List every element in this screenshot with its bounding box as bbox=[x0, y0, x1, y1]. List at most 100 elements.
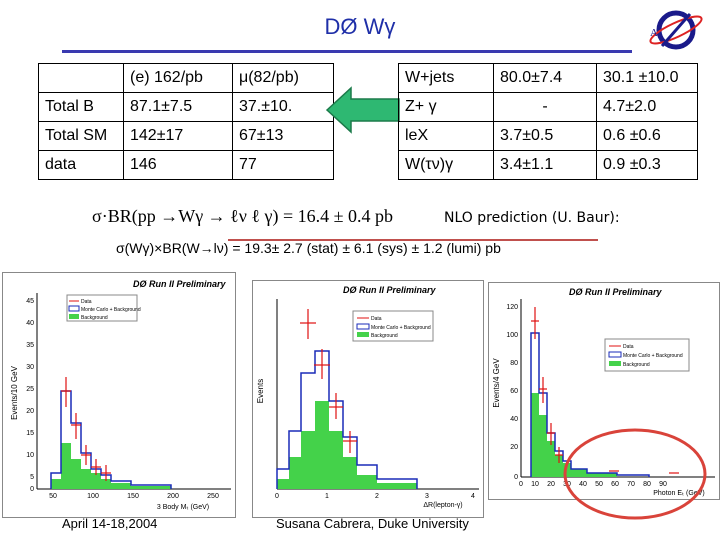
svg-text:50: 50 bbox=[49, 493, 57, 500]
plot-xlabel: Photon Eₜ (GeV) bbox=[653, 490, 704, 497]
cell: 87.1±7.5 bbox=[123, 92, 233, 122]
svg-text:4: 4 bbox=[471, 493, 475, 500]
cell: 77 bbox=[232, 150, 334, 180]
row-label: W(τν)γ bbox=[398, 150, 494, 180]
title-underline bbox=[62, 50, 632, 53]
highlight-ellipse bbox=[563, 428, 707, 520]
plot-ylabel: Events/4 GeV bbox=[492, 358, 501, 408]
table-row: Total SM 142±17 67±13 bbox=[38, 121, 334, 151]
svg-text:10: 10 bbox=[26, 452, 34, 459]
row-label: Total SM bbox=[38, 121, 124, 151]
table-row: data 146 77 bbox=[38, 150, 334, 180]
plot-dr: Events DØ Run II Preliminary Data Monte … bbox=[252, 280, 484, 518]
table-row: Z+ γ - 4.7±2.0 bbox=[398, 92, 698, 122]
svg-text:100: 100 bbox=[506, 332, 518, 339]
svg-text:200: 200 bbox=[167, 493, 179, 500]
cell: 30.1 ±10.0 bbox=[596, 63, 698, 93]
row-label: Total B bbox=[38, 92, 124, 122]
svg-text:40: 40 bbox=[579, 481, 587, 488]
cell: 80.0±7.4 bbox=[493, 63, 597, 93]
row-label: W+jets bbox=[398, 63, 494, 93]
svg-text:25: 25 bbox=[26, 386, 34, 393]
svg-text:2: 2 bbox=[375, 493, 379, 500]
d0-logo-icon: A bbox=[649, 10, 703, 50]
svg-text:30: 30 bbox=[26, 364, 34, 371]
svg-text:70: 70 bbox=[627, 481, 635, 488]
left-table: (e) 162/pb μ(82/pb) Total B 87.1±7.5 37.… bbox=[38, 63, 334, 180]
table-row: leX 3.7±0.5 0.6 ±0.6 bbox=[398, 121, 698, 151]
svg-text:120: 120 bbox=[506, 304, 518, 311]
svg-text:5: 5 bbox=[30, 474, 34, 481]
nlo-prediction-label: NLO prediction (U. Baur): bbox=[444, 210, 620, 226]
svg-text:0: 0 bbox=[275, 493, 279, 500]
cell: 3.4±1.1 bbox=[493, 150, 597, 180]
table-row: (e) 162/pb μ(82/pb) bbox=[38, 63, 334, 93]
column-header: μ(82/pb) bbox=[232, 63, 334, 93]
cross-section-result: σ·BR(pp →Wγ → ℓν ℓ γ) = 16.4 ± 0.4 pb bbox=[92, 206, 394, 226]
svg-text:40: 40 bbox=[26, 320, 34, 327]
table-row: W+jets 80.0±7.4 30.1 ±10.0 bbox=[398, 63, 698, 93]
plot-title: DØ Run II Preliminary bbox=[343, 285, 437, 295]
svg-text:0: 0 bbox=[519, 481, 523, 488]
svg-text:0: 0 bbox=[30, 486, 34, 493]
svg-text:100: 100 bbox=[87, 493, 99, 500]
measurement-frame bbox=[228, 239, 598, 265]
plot-ylabel: Events bbox=[256, 379, 265, 403]
row-label: Z+ γ bbox=[398, 92, 494, 122]
cell: 0.9 ±0.3 bbox=[596, 150, 698, 180]
footer-author: Susana Cabrera, Duke University bbox=[276, 516, 469, 531]
table-row: Total B 87.1±7.5 37.±10. bbox=[38, 92, 334, 122]
svg-text:150: 150 bbox=[127, 493, 139, 500]
legend-label: Data bbox=[623, 344, 634, 350]
legend-label: Background bbox=[371, 333, 398, 339]
svg-text:60: 60 bbox=[611, 481, 619, 488]
cell: 37.±10. bbox=[232, 92, 334, 122]
row-label: data bbox=[38, 150, 124, 180]
plot-title: DØ Run II Preliminary bbox=[569, 287, 663, 297]
cell: 0.6 ±0.6 bbox=[596, 121, 698, 151]
legend-label: Background bbox=[81, 315, 108, 321]
arrow-left-icon bbox=[325, 86, 400, 134]
measurement-text: σ(Wγ)×BR(W→lν) = 19.3± 2.7 (stat) ± 6.1 … bbox=[116, 240, 501, 256]
cell bbox=[38, 63, 124, 93]
svg-text:50: 50 bbox=[595, 481, 603, 488]
plot-ylabel: Events/10 GeV bbox=[10, 365, 19, 419]
legend-label: Background bbox=[623, 362, 650, 368]
svg-text:35: 35 bbox=[26, 342, 34, 349]
cell: 67±13 bbox=[232, 121, 334, 151]
cell: 142±17 bbox=[123, 121, 233, 151]
plot-title: DØ Run II Preliminary bbox=[133, 279, 227, 289]
svg-text:80: 80 bbox=[510, 360, 518, 367]
legend-label: Monte Carlo + Background bbox=[371, 325, 431, 331]
legend-label: Monte Carlo + Background bbox=[623, 353, 683, 359]
svg-text:3: 3 bbox=[425, 493, 429, 500]
footer-date: April 14-18,2004 bbox=[62, 516, 158, 531]
svg-text:20: 20 bbox=[26, 408, 34, 415]
cell: 146 bbox=[123, 150, 233, 180]
table-row: W(τν)γ 3.4±1.1 0.9 ±0.3 bbox=[398, 150, 698, 180]
svg-text:10: 10 bbox=[531, 481, 539, 488]
svg-text:20: 20 bbox=[547, 481, 555, 488]
svg-text:0: 0 bbox=[514, 474, 518, 481]
cell: - bbox=[493, 92, 597, 122]
legend-label: Monte Carlo + Background bbox=[81, 307, 141, 313]
svg-text:45: 45 bbox=[26, 298, 34, 305]
plot-xlabel: ΔR(lepton-γ) bbox=[423, 502, 462, 509]
right-table: W+jets 80.0±7.4 30.1 ±10.0 Z+ γ - 4.7±2.… bbox=[398, 63, 698, 180]
plot-xlabel: 3 Body Mₜ (GeV) bbox=[157, 504, 209, 511]
plot-et: Events/4 GeV DØ Run II Preliminary 120 10… bbox=[488, 282, 720, 500]
svg-text:60: 60 bbox=[510, 388, 518, 395]
cell: 4.7±2.0 bbox=[596, 92, 698, 122]
svg-text:40: 40 bbox=[510, 416, 518, 423]
svg-text:15: 15 bbox=[26, 430, 34, 437]
column-header: (e) 162/pb bbox=[123, 63, 233, 93]
legend-label: Data bbox=[81, 299, 92, 305]
svg-text:250: 250 bbox=[207, 493, 219, 500]
plot-mt: Events/10 GeV DØ Run II Preliminary 45 40… bbox=[2, 272, 236, 518]
svg-text:1: 1 bbox=[325, 493, 329, 500]
svg-text:20: 20 bbox=[510, 444, 518, 451]
svg-text:80: 80 bbox=[643, 481, 651, 488]
legend-label: Data bbox=[371, 316, 382, 322]
svg-text:90: 90 bbox=[659, 481, 667, 488]
cell: 3.7±0.5 bbox=[493, 121, 597, 151]
